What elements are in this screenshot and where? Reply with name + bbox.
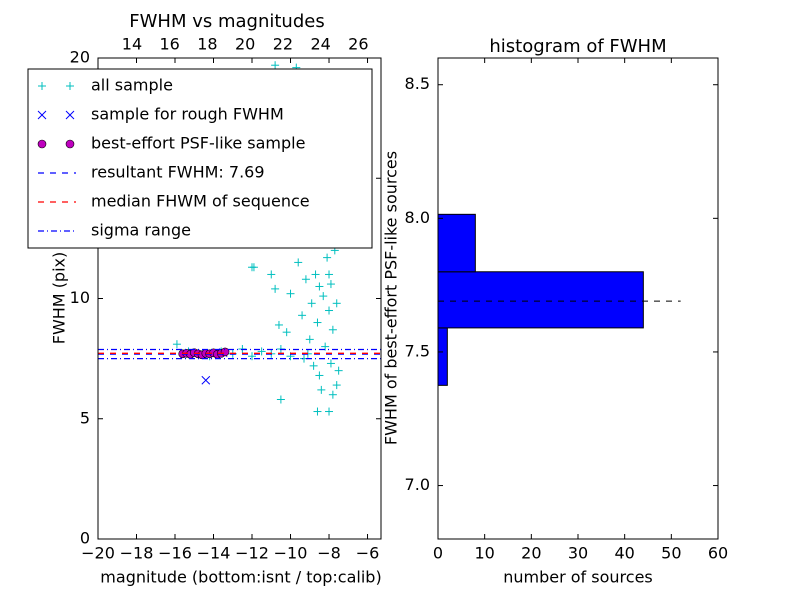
x-tick-label: −8 [317,544,341,563]
marker [325,407,334,416]
bar [438,271,644,329]
x-tick-label: −6 [356,544,380,563]
marker [248,352,257,361]
marker [274,320,283,329]
x-tick-label: −14 [197,544,231,563]
marker [294,258,303,267]
x2-tick-label: 26 [348,35,368,54]
y-tick-label: 5 [80,408,90,427]
legend-label: best-effort PSF-like sample [91,134,305,153]
x2-tick-label: 14 [122,35,142,54]
marker [328,390,337,399]
marker [282,328,291,337]
x-tick-label: −12 [235,544,269,563]
marker [309,361,318,370]
marker [257,347,266,356]
x2-tick-label: 22 [273,35,293,54]
marker [325,306,334,315]
marker [298,311,307,320]
legend-label: sigma range [91,221,191,240]
marker [332,299,341,308]
marker [317,385,326,394]
legend-label: median FHWM of sequence [91,192,310,211]
marker [315,282,324,291]
x-tick-label: 60 [708,544,728,563]
marker [307,299,316,308]
marker [319,292,328,301]
marker [334,366,343,375]
marker [315,371,324,380]
y-tick-label: 20 [70,48,90,67]
x-tick-label: 40 [614,544,634,563]
marker [326,280,335,289]
y-tick-label: 7.0 [405,475,430,494]
marker [321,342,330,351]
marker [326,359,335,368]
x-tick-label: −18 [120,544,154,563]
marker [323,253,332,262]
marker [286,289,295,298]
legend: all sample sample for rough FWHM best-effo… [27,68,373,249]
x-tick-label: 20 [521,544,541,563]
y-axis-label: FWHM of best-effort PSF-like sources [382,151,401,445]
marker [267,270,276,279]
x2-tick-label: 24 [310,35,330,54]
marker [66,82,74,90]
marker [301,275,310,284]
chart-title: histogram of FWHM [489,36,666,57]
x-axis-label: magnitude (bottom:isnt / top:calib) [100,568,381,587]
legend-frame [27,68,373,249]
marker [305,335,314,344]
marker [65,139,75,149]
marker [313,407,322,416]
marker [249,263,258,272]
marker [313,318,322,327]
x-tick-label: 0 [433,544,443,563]
x-axis-label: number of sources [503,568,653,587]
marker [38,82,46,90]
x-tick-label: −20 [81,544,115,563]
x2-tick-label: 18 [197,35,217,54]
marker-stroke [65,110,75,120]
bar [438,213,476,273]
marker [172,340,181,349]
legend-label: all sample [91,76,173,95]
plot-area [438,213,644,386]
chart-title: FWHM vs magnitudes [129,11,324,32]
y-tick-label: 8.0 [405,208,430,227]
legend-label: sample for rough FWHM [91,105,284,124]
marker [276,395,285,404]
x-tick-label: 30 [568,544,588,563]
marker [311,270,320,279]
marker [65,110,75,120]
x-tick-label: 50 [661,544,681,563]
marker-stroke [37,110,47,120]
marker [201,375,211,385]
x-tick-label: −16 [158,544,192,563]
x2-tick-label: 20 [235,35,255,54]
y-tick-label: 0 [80,529,90,548]
marker-stroke [201,375,211,385]
bar [438,327,448,386]
marker [271,284,280,293]
marker [37,139,47,149]
y-tick-label: 8.5 [405,74,430,93]
x-tick-label: −10 [274,544,308,563]
marker [271,61,280,70]
x-tick-label: 10 [474,544,494,563]
legend-label: resultant FWHM: 7.69 [91,163,265,182]
marker [328,325,337,334]
axes-frame [437,57,719,540]
y-tick-label: 10 [70,288,90,307]
marker [325,270,334,279]
marker [37,110,47,120]
axes-frame [97,57,382,540]
marker [332,381,341,390]
y-axis-label: FWHM (pix) [50,252,69,345]
y-tick-label: 7.5 [405,341,430,360]
x2-tick-label: 16 [160,35,180,54]
